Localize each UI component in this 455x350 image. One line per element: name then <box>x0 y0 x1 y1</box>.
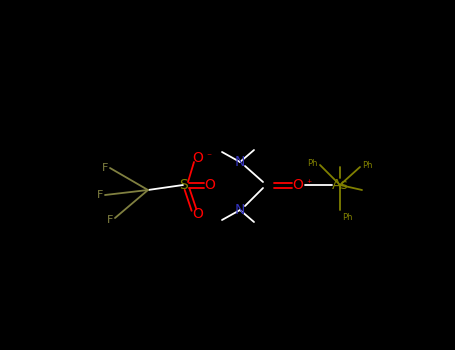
Text: F: F <box>106 215 113 225</box>
Text: O: O <box>192 151 203 165</box>
Text: O: O <box>192 207 203 221</box>
Text: N: N <box>235 155 245 169</box>
Text: O: O <box>293 178 303 192</box>
Text: N: N <box>235 203 245 217</box>
Text: Ph: Ph <box>308 159 318 168</box>
Text: ⁻: ⁻ <box>206 152 211 162</box>
Text: O: O <box>205 178 215 192</box>
Text: Ph: Ph <box>342 213 353 222</box>
Text: ⁺: ⁺ <box>306 179 311 189</box>
Text: S: S <box>179 178 187 192</box>
Text: F: F <box>96 190 103 200</box>
Text: As: As <box>332 178 349 192</box>
Text: F: F <box>101 163 108 173</box>
Text: Ph: Ph <box>362 161 373 169</box>
